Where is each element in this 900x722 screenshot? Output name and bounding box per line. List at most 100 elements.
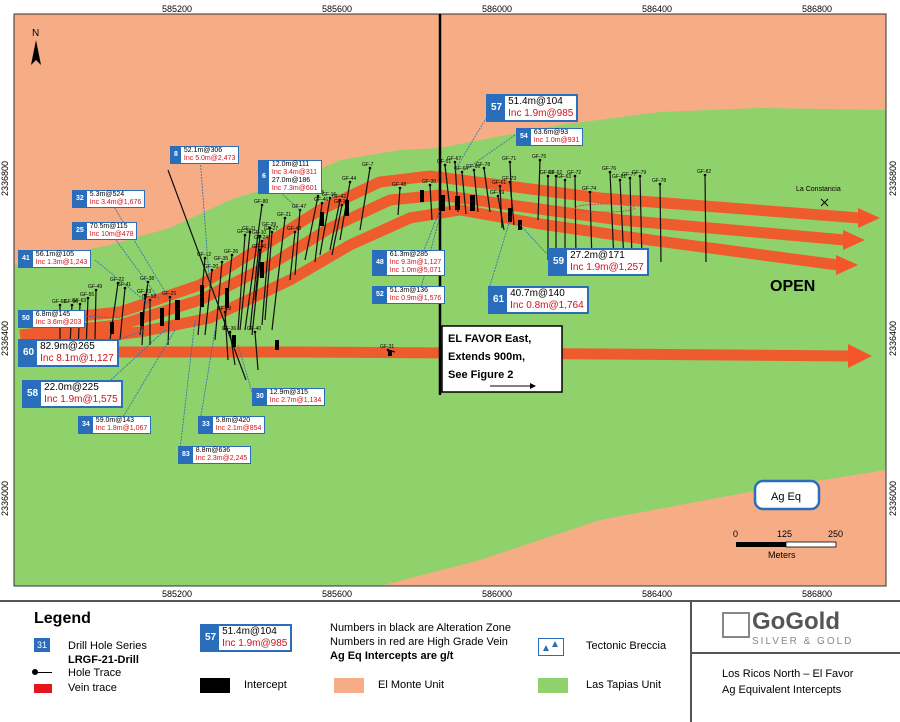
drill-hole-trace: [251, 240, 263, 336]
map-caption-1: Los Ricos North – El Favor: [722, 668, 854, 680]
drill-collar: [563, 178, 567, 182]
callout-line: Inc 3.4m@311: [271, 169, 318, 176]
callout-line: 27.2m@171: [570, 250, 625, 261]
drill-hole-traces: [59, 159, 707, 381]
company-subtitle: SILVER & GOLD: [752, 636, 854, 647]
drill-collar: [78, 302, 82, 306]
drill-collar: [328, 196, 332, 200]
callout-line: Inc 2.3m@2,245: [195, 455, 248, 462]
x-axis-ticks: 585200 585200 585600 585600 586000 586000 5864…: [162, 4, 832, 599]
intercept-callout-34: 34 59.0m@143 Inc 1.8m@1,067: [78, 416, 152, 434]
callout-hole-number: 50: [19, 311, 33, 327]
intercept-callout-61: 61 40.7m@140 Inc 0.8m@1,764: [488, 286, 589, 314]
svg-text:Extends 900m,: Extends 900m,: [448, 351, 525, 363]
drill-hole-trace: [204, 269, 213, 336]
svg-text:Meters: Meters: [768, 550, 796, 560]
drill-hole-trace: [509, 181, 515, 226]
hole-label: GF-26: [224, 249, 238, 255]
legend-example-callout: 57 51.4m@104 Inc 1.9m@985: [200, 624, 293, 652]
hole-label: GF-27: [264, 226, 278, 232]
drill-collar: [460, 170, 464, 174]
hole-label: GF-42: [332, 194, 346, 200]
drill-collar: [223, 310, 227, 314]
drill-collar: [123, 286, 127, 290]
callout-hole-number: 41: [19, 251, 33, 267]
callout-line: Inc 5.0m@2,473: [183, 155, 236, 162]
y-tick-label: 2336800: [888, 161, 898, 196]
drill-collar: [168, 295, 172, 299]
intercept-callout-83: 83 8.8m@636 Inc 2.3m@2,245: [178, 446, 252, 464]
legend-divider: [690, 602, 692, 722]
x-tick-label: 586000: [482, 589, 512, 599]
callout-line: 5.3m@524: [89, 191, 125, 198]
y-axis-ticks: 2336800 2336800 2336400 2336400 2336000 23360…: [0, 161, 898, 516]
intercept-callout-8: 8 52.1m@306 Inc 5.0m@2,473: [170, 146, 240, 164]
callout-line: Inc 1.9m@985: [508, 108, 574, 119]
drill-collar: [258, 248, 262, 252]
hole-label: GF-63: [557, 174, 571, 180]
callout-line: Inc 3.6m@203: [35, 319, 82, 326]
legend-example-num: 57: [202, 626, 220, 650]
callout-line: 22.0m@225: [44, 382, 99, 393]
hole-label: GF-80: [254, 199, 268, 205]
el-favor-east-box: EL FAVOR East, Extends 900m, See Figure …: [441, 325, 563, 393]
callout-line: Inc 1.9m@1,575: [44, 394, 118, 405]
hole-label: GF-31: [380, 344, 394, 350]
intercept-callout-41: 41 56.1m@105 Inc 1.3m@1,243: [18, 250, 92, 268]
vein-trace-label: Vein trace: [68, 682, 117, 694]
tectonic-breccia-label: Tectonic Breccia: [586, 640, 667, 652]
callout-line: Inc 7.3m@601: [271, 185, 318, 192]
legend-example-line1: 51.4m@104: [222, 626, 277, 637]
tectonic-breccia-zone: [574, 203, 636, 213]
hole-label: GF-73: [502, 176, 516, 182]
intercept-callout-58: 58 22.0m@225 Inc 1.9m@1,575: [22, 380, 123, 408]
hole-label: GF-62: [548, 170, 562, 176]
drill-collar: [253, 330, 257, 334]
drill-collar: [320, 201, 324, 205]
gogold-logo-icon: [722, 612, 750, 638]
map-caption-2: Ag Equivalent Intercepts: [722, 684, 842, 696]
callout-line: Inc 1.0m@5,071: [389, 267, 442, 274]
callout-line: 63.6m@93: [533, 129, 569, 136]
drill-hole-trace: [167, 296, 171, 346]
intercept-swatch: [200, 678, 230, 693]
svg-text:250: 250: [828, 529, 843, 539]
drill-collar: [348, 180, 352, 184]
drill-hole-trace: [537, 159, 541, 221]
callout-line: Inc 1.9m@1,257: [570, 262, 644, 273]
open-label: OPEN: [770, 278, 815, 295]
drill-hole-trace: [331, 204, 343, 256]
drill-hole-trace: [609, 171, 615, 263]
callout-line: 12.0m@111: [271, 161, 310, 168]
drill-collar: [618, 178, 622, 182]
drill-collar: [398, 186, 402, 190]
callout-line: Inc 3.4m@1,676: [89, 199, 142, 206]
hole-label: GF-50: [64, 299, 78, 305]
drill-hole-trace: [249, 235, 261, 331]
drill-collar: [70, 303, 74, 307]
hole-label: GF-41: [117, 282, 131, 288]
hole-label: GF-81: [612, 174, 626, 180]
drill-hole-trace: [574, 175, 577, 261]
hole-label: GF-10: [252, 230, 266, 236]
x-tick-label: 586800: [802, 589, 832, 599]
callout-line: 5.8m@420: [215, 417, 251, 424]
drill-hole-trace: [271, 217, 286, 331]
hole-label: GF-46: [314, 197, 328, 203]
svg-text:125: 125: [777, 529, 792, 539]
hole-label: GF-25: [162, 291, 176, 297]
drill-hole-trace: [119, 287, 126, 341]
y-tick-label: 2336000: [0, 481, 10, 516]
hole-label: GF-40: [252, 244, 266, 250]
drill-collar: [270, 230, 274, 234]
x-tick-label: 586400: [642, 4, 672, 14]
el-monte-swatch: [334, 678, 364, 693]
hole-label: GF-78: [476, 162, 490, 168]
drill-collar: [498, 184, 502, 188]
intercept-callout-33: 33 5.8m@420 Inc 2.1m@854: [198, 416, 266, 434]
hole-label: GF-72: [567, 170, 581, 176]
drill-collar: [368, 166, 372, 170]
drill-hole-trace: [254, 331, 259, 371]
hole-label: GF-76: [602, 166, 616, 172]
